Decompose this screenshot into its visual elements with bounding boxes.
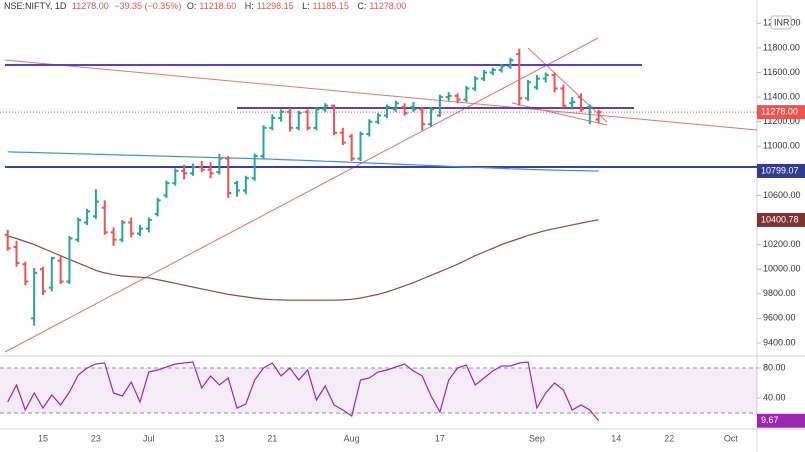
price-badge — [757, 212, 805, 227]
y-tick-label: 10000.00 — [763, 264, 801, 274]
trend-line — [4, 37, 599, 353]
currency-label: INR — [774, 17, 790, 27]
y-tick-label: 10600.00 — [763, 190, 801, 200]
value: 11185.15 — [312, 1, 349, 11]
label: O: — [186, 1, 197, 11]
value: 11218.60 — [199, 1, 237, 11]
x-tick-label: Jul — [143, 433, 155, 443]
trend-line — [511, 102, 608, 126]
symbol: NSE:NIFTY, 1D — [4, 1, 67, 11]
label: C: — [357, 1, 367, 11]
line — [7, 219, 599, 301]
y-tick-label: 10200.00 — [763, 239, 801, 249]
price-badge-label: 10799.07 — [761, 165, 799, 175]
y-tick-label: 11000.00 — [763, 141, 800, 151]
y-tick-label: 11600.00 — [763, 67, 800, 77]
label: L: — [302, 1, 310, 11]
line — [7, 151, 599, 172]
x-tick-label: 23 — [91, 433, 101, 443]
price-badge — [757, 105, 805, 120]
x-tick-label: 21 — [267, 433, 277, 443]
change: −39.35 (−0.35%) — [114, 1, 182, 11]
y-tick-label: 11200.00 — [763, 116, 800, 126]
x-tick-label: Aug — [344, 433, 360, 443]
price-badge — [757, 163, 805, 178]
price-badge-label: 10400.78 — [761, 214, 799, 224]
value: 11278.00 — [369, 1, 407, 11]
label: H: — [244, 1, 254, 11]
x-tick-label: 13 — [214, 433, 224, 443]
x-tick-label: Oct — [724, 433, 739, 443]
x-tick-label: 22 — [664, 433, 674, 443]
y-tick-label: 9600.00 — [763, 313, 796, 323]
trend-line — [527, 47, 608, 123]
x-tick-label: 17 — [435, 433, 445, 443]
ohlc-h: H: 11298.15 — [245, 1, 297, 11]
value: 11298.15 — [256, 1, 294, 11]
price: 11278.00 — [71, 1, 109, 11]
line — [7, 361, 600, 422]
currency-badge — [770, 15, 792, 30]
price-badge-label: 11278.00 — [761, 106, 798, 116]
trend-line — [4, 59, 758, 131]
ohlc-l: L: 11185.15 — [302, 1, 352, 11]
y-tick-label: 11800.00 — [763, 42, 800, 52]
y-tick-label: 9800.00 — [763, 288, 796, 298]
y-tick-label: 9400.00 — [763, 337, 796, 347]
legend-header: NSE:NIFTY, 1D 11278.00 −39.35 (−0.35%) O… — [4, 1, 412, 11]
rsi-band — [0, 367, 757, 413]
y-tick-label: 80.00 — [763, 362, 786, 372]
x-tick-label: 14 — [611, 433, 621, 443]
price-badge — [757, 413, 805, 428]
drawings — [4, 37, 758, 353]
y-tick-label: 11400.00 — [763, 91, 800, 101]
ohlc-o: O: 11218.60 — [187, 1, 239, 11]
ohlc-c: C: 11278.00 — [357, 1, 409, 11]
x-tick-label: 15 — [38, 433, 48, 443]
price-badge-label: 9.67 — [761, 415, 779, 425]
x-tick-label: Sep — [529, 433, 545, 443]
y-tick-label: 40.00 — [763, 392, 786, 402]
